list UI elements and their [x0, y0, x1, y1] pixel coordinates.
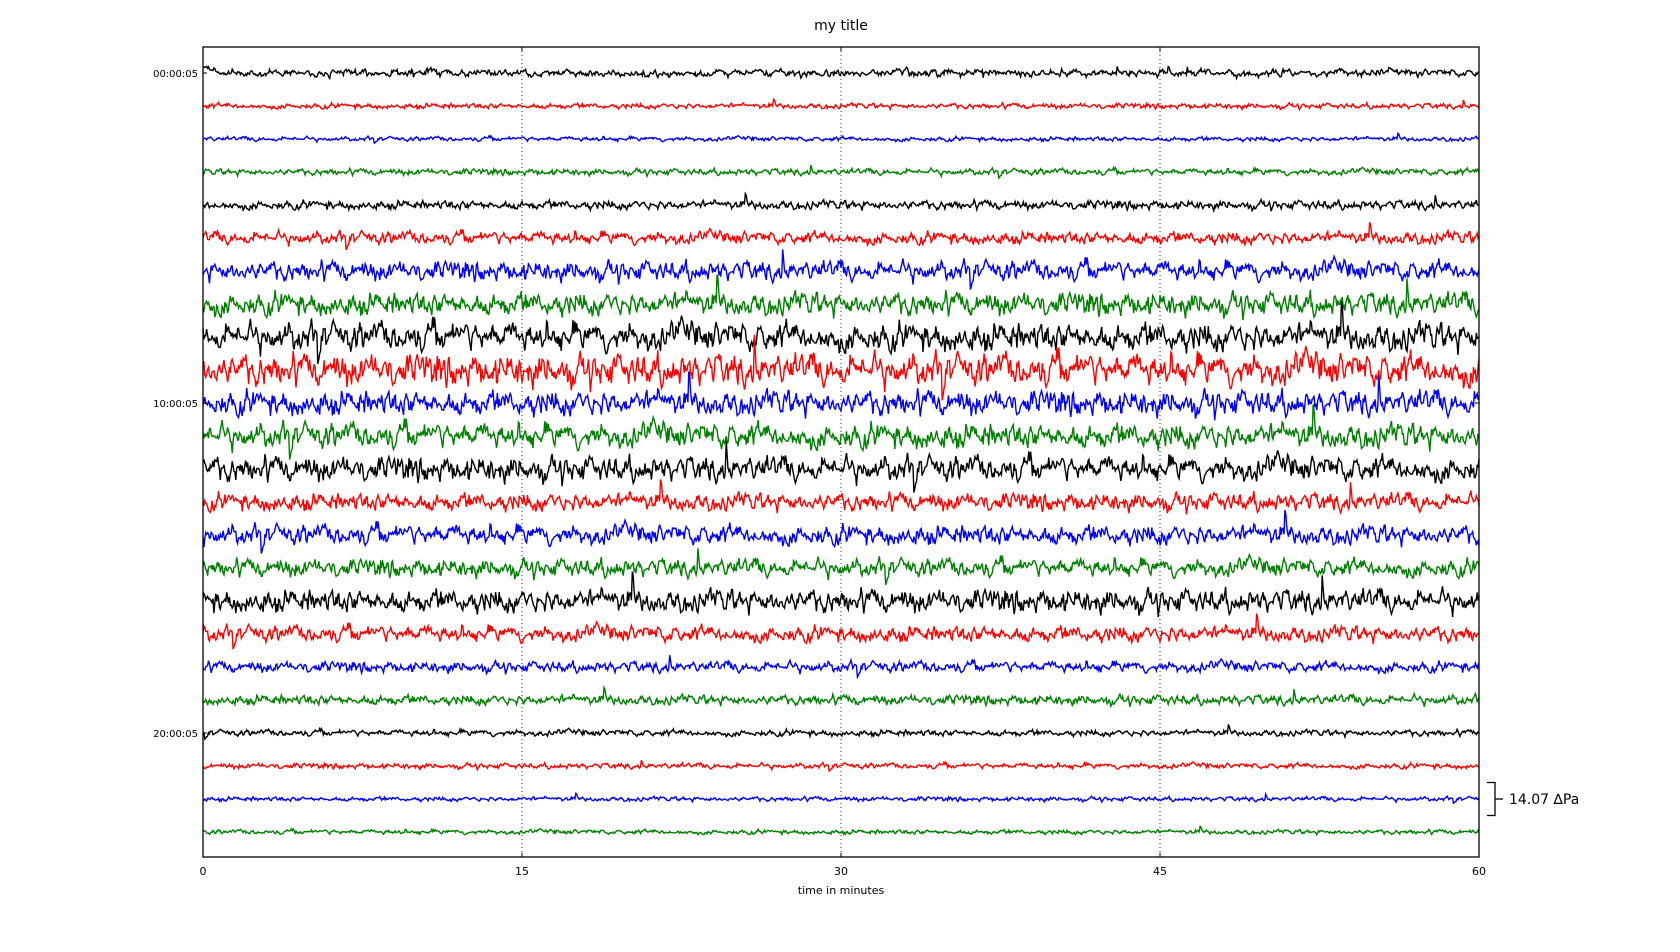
- y-tick-label: 00:00:05: [153, 69, 198, 80]
- trace-row-12: [202, 441, 1480, 493]
- chart-title: my title: [814, 18, 868, 34]
- y-tick-label: 20:00:05: [153, 729, 198, 740]
- trace-row-22: [202, 791, 1480, 805]
- trace-row-23: [202, 825, 1480, 837]
- trace-row-13: [202, 479, 1480, 516]
- scale-bar-label: 14.07 ∆Pa: [1509, 792, 1579, 808]
- x-axis-label: time in minutes: [798, 884, 885, 897]
- trace-row-9: [202, 334, 1480, 401]
- x-tick-label: 30: [834, 865, 848, 878]
- trace-row-0: [202, 65, 1480, 81]
- y-axis: 00:00:05 10:00:05 20:00:05: [153, 69, 1479, 740]
- traces: [202, 65, 1480, 837]
- scale-bar: 14.07 ∆Pa: [1487, 781, 1579, 817]
- y-tick-label: 10:00:05: [153, 399, 198, 410]
- grid-lines: [521, 47, 1161, 857]
- scale-bar-bracket: [1487, 781, 1496, 817]
- trace-row-21: [202, 759, 1480, 773]
- trace-row-4: [202, 191, 1480, 214]
- trace-row-2: [202, 132, 1480, 145]
- trace-row-10: [202, 371, 1480, 421]
- trace-row-11: [202, 404, 1480, 460]
- x-tick-label: 60: [1472, 865, 1486, 878]
- trace-row-15: [202, 548, 1480, 586]
- x-tick-label: 0: [200, 865, 207, 878]
- trace-row-1: [202, 97, 1480, 112]
- x-tick-label: 15: [515, 865, 529, 878]
- trace-row-8: [202, 300, 1480, 365]
- x-axis: 0 15 30 45 60: [200, 47, 1486, 878]
- trace-row-18: [202, 655, 1480, 680]
- trace-row-19: [202, 685, 1480, 709]
- trace-row-7: [202, 274, 1480, 321]
- trace-row-14: [202, 510, 1480, 554]
- trace-row-20: [202, 723, 1480, 741]
- x-tick-label: 45: [1153, 865, 1167, 878]
- trace-row-3: [202, 164, 1480, 180]
- trace-row-6: [202, 249, 1480, 290]
- trace-row-16: [202, 571, 1480, 618]
- trace-row-5: [202, 221, 1480, 251]
- trace-row-17: [202, 613, 1480, 650]
